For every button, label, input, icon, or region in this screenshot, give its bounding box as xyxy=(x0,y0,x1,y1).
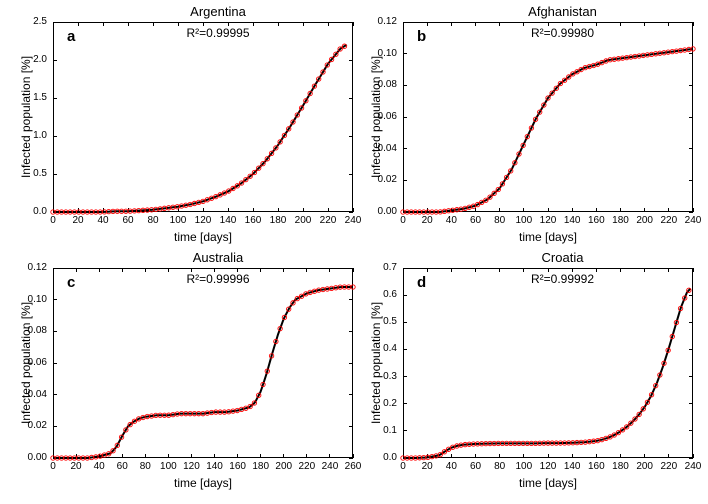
ytick-label: 2.0 xyxy=(33,55,47,65)
xtick-label: 20 xyxy=(72,216,83,226)
panel-title: Afghanistan xyxy=(528,4,597,19)
ytick-label: 0.12 xyxy=(378,17,397,27)
figure: 0204060801001201401601802002202400.00.51… xyxy=(0,0,708,504)
xtick-label: 120 xyxy=(540,462,557,472)
series-svg xyxy=(403,268,693,458)
panel-title: Argentina xyxy=(190,4,246,19)
xtick-label: 180 xyxy=(612,216,629,226)
xtick-label: 80 xyxy=(147,216,158,226)
panel-title: Croatia xyxy=(542,250,584,265)
xtick-label: 100 xyxy=(515,462,532,472)
fit-line xyxy=(403,49,693,212)
xtick-label: 100 xyxy=(160,462,177,472)
xtick-label: 140 xyxy=(564,216,581,226)
xlabel: time [days] xyxy=(519,476,577,490)
ytick-label: 0.0 xyxy=(383,453,397,463)
xlabel: time [days] xyxy=(174,230,232,244)
xlabel: time [days] xyxy=(519,230,577,244)
xtick-label: 160 xyxy=(229,462,246,472)
series-svg xyxy=(53,22,353,212)
xtick-label: 200 xyxy=(636,462,653,472)
xtick-label: 160 xyxy=(588,462,605,472)
ylabel: Infected population [%] xyxy=(369,56,383,178)
fit-line xyxy=(53,45,347,212)
xtick-label: 240 xyxy=(322,462,339,472)
xtick-label: 120 xyxy=(183,462,200,472)
xtick-label: 220 xyxy=(299,462,316,472)
xtick-label: 180 xyxy=(252,462,269,472)
series-svg xyxy=(403,22,693,212)
panel-a: 0204060801001201401601802002202400.00.51… xyxy=(53,22,353,212)
xtick-label: 180 xyxy=(270,216,287,226)
xtick-label: 200 xyxy=(275,462,292,472)
xtick-label: 40 xyxy=(446,216,457,226)
xlabel: time [days] xyxy=(174,476,232,490)
ylabel: Infected population [%] xyxy=(369,302,383,424)
panel-c: 0204060801001201401601802002202402600.00… xyxy=(53,268,353,458)
xtick-label: 240 xyxy=(345,216,362,226)
ytick-label: 0.4 xyxy=(383,344,397,354)
xtick-label: 0 xyxy=(50,216,56,226)
ytick-label: 0.0 xyxy=(33,207,47,217)
xtick-label: 220 xyxy=(660,216,677,226)
panel-b: 0204060801001201401601802002202400.000.0… xyxy=(403,22,693,212)
series-svg xyxy=(53,268,353,458)
xtick-label: 100 xyxy=(515,216,532,226)
ytick-label: 0.5 xyxy=(383,317,397,327)
xtick-label: 0 xyxy=(400,462,406,472)
panel-title: Australia xyxy=(193,250,244,265)
fit-line xyxy=(403,288,691,458)
xtick-label: 200 xyxy=(295,216,312,226)
xtick-label: 180 xyxy=(612,462,629,472)
xtick-label: 20 xyxy=(422,462,433,472)
xtick-label: 60 xyxy=(470,462,481,472)
ytick-label: 0.5 xyxy=(33,169,47,179)
ytick-label: 0.1 xyxy=(383,426,397,436)
xtick-label: 60 xyxy=(470,216,481,226)
xtick-label: 220 xyxy=(660,462,677,472)
ytick-label: 0.12 xyxy=(28,263,47,273)
xtick-label: 140 xyxy=(220,216,237,226)
xtick-label: 80 xyxy=(140,462,151,472)
xtick-label: 100 xyxy=(170,216,187,226)
xtick-label: 60 xyxy=(122,216,133,226)
xtick-label: 60 xyxy=(117,462,128,472)
xtick-label: 120 xyxy=(195,216,212,226)
ytick-label: 0.00 xyxy=(28,453,47,463)
ytick-label: 0.3 xyxy=(383,372,397,382)
xtick-label: 240 xyxy=(685,216,702,226)
xtick-label: 80 xyxy=(494,216,505,226)
ylabel: Infected population [%] xyxy=(19,302,33,424)
xtick-label: 260 xyxy=(345,462,362,472)
ytick-label: 2.5 xyxy=(33,17,47,27)
xtick-label: 160 xyxy=(245,216,262,226)
ytick-label: 1.0 xyxy=(33,131,47,141)
fit-line xyxy=(53,287,353,458)
xtick-label: 40 xyxy=(97,216,108,226)
ytick-label: 0.7 xyxy=(383,263,397,273)
ytick-label: 0.6 xyxy=(383,290,397,300)
xtick-label: 140 xyxy=(206,462,223,472)
xtick-label: 40 xyxy=(446,462,457,472)
ytick-label: 1.5 xyxy=(33,93,47,103)
xtick-label: 0 xyxy=(400,216,406,226)
ytick-label: 0.00 xyxy=(378,207,397,217)
xtick-label: 80 xyxy=(494,462,505,472)
xtick-label: 200 xyxy=(636,216,653,226)
ylabel: Infected population [%] xyxy=(19,56,33,178)
xtick-label: 220 xyxy=(320,216,337,226)
xtick-label: 0 xyxy=(50,462,56,472)
xtick-label: 20 xyxy=(71,462,82,472)
xtick-label: 40 xyxy=(94,462,105,472)
panel-d: 0204060801001201401601802002202400.00.10… xyxy=(403,268,693,458)
ytick-label: 0.2 xyxy=(383,399,397,409)
xtick-label: 240 xyxy=(685,462,702,472)
xtick-label: 140 xyxy=(564,462,581,472)
xtick-label: 120 xyxy=(540,216,557,226)
xtick-label: 160 xyxy=(588,216,605,226)
xtick-label: 20 xyxy=(422,216,433,226)
